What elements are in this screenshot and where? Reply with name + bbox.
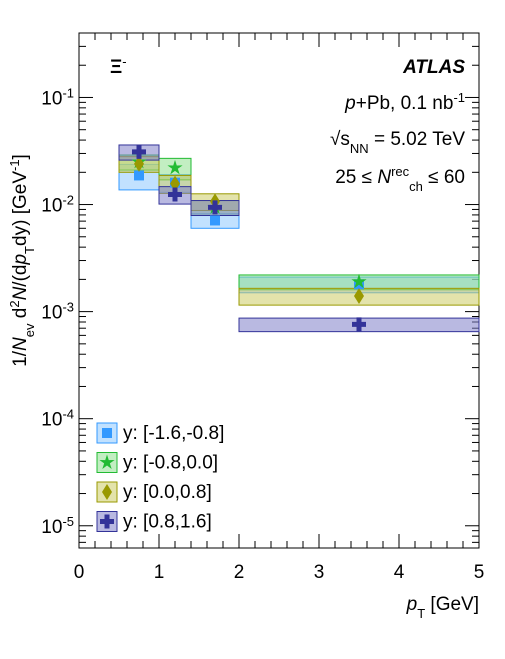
legend-marker (100, 514, 114, 529)
text-segment: ] (10, 154, 31, 159)
text-segment: T (417, 606, 425, 621)
x-tick-label: 1 (154, 562, 165, 583)
x-tick-label: 4 (394, 562, 405, 583)
text-segment: N (10, 286, 31, 300)
marker (134, 170, 144, 181)
marker (210, 215, 220, 226)
text-segment: d (10, 308, 31, 324)
text-segment: Ξ (110, 57, 122, 78)
text-segment: - (122, 54, 126, 69)
legend-label: y: [-1.6,-0.8] (123, 423, 224, 444)
legend-marker (99, 454, 115, 469)
annotation: p+Pb, 0.1 nb-1 (344, 90, 465, 115)
y-axis-label: 1/Nev d2N/(dpTdy) [GeV-1] (7, 154, 37, 367)
y-tick-label: 10-5 (41, 513, 74, 538)
text-segment: ch (409, 179, 423, 194)
tick-exponent: -3 (62, 299, 74, 314)
marker (351, 273, 367, 289)
y-tick-label: 10-1 (41, 85, 74, 110)
text-segment: N (10, 337, 31, 351)
tick-base: 10 (41, 517, 62, 538)
text-segment: T (22, 246, 37, 254)
y-tick-label: 10-4 (41, 406, 74, 431)
text-segment: 25 ≤ (335, 167, 377, 188)
legend-label: y: [0.8,1.6] (123, 512, 212, 533)
text-segment: ev (22, 323, 37, 337)
marker (168, 187, 182, 202)
tick-base: 10 (41, 410, 62, 431)
text-segment: = 5.02 TeV (369, 129, 466, 150)
annotation: √sNN = 5.02 TeV (330, 129, 465, 156)
legend-marker (102, 428, 112, 438)
annotation: ATLAS (402, 57, 465, 78)
marker (134, 155, 144, 172)
text-segment: 1/ (10, 350, 31, 367)
marker (132, 144, 146, 159)
tick-exponent: -5 (62, 513, 74, 528)
tick-exponent: -2 (62, 192, 74, 207)
text-segment: +Pb, 0.1 nb (356, 93, 454, 114)
x-tick-label: 5 (474, 562, 485, 583)
marker (167, 159, 183, 175)
legend-label: y: [0.0,0.8] (123, 482, 212, 503)
legend-marker (102, 484, 112, 500)
x-axis-label: pT [GeV] (406, 594, 479, 621)
text-segment: -1 (453, 90, 465, 105)
marker (208, 200, 222, 215)
text-segment: /(d (10, 265, 31, 287)
tick-base: 10 (41, 196, 62, 217)
text-segment: p (344, 93, 356, 114)
text-segment: p (10, 254, 31, 266)
text-segment: p (406, 594, 418, 615)
annotation: 25 ≤ Nrecch ≤ 60 (335, 164, 465, 194)
x-tick-label: 0 (74, 562, 85, 583)
tick-base: 10 (41, 88, 62, 109)
text-segment: ≤ 60 (423, 167, 465, 188)
marker (352, 317, 366, 332)
text-segment: N (377, 167, 391, 188)
text-segment: ATLAS (402, 57, 465, 78)
tick-exponent: -1 (62, 85, 74, 100)
text-segment: rec (391, 164, 410, 179)
annotation: Ξ- (110, 54, 127, 79)
tick-exponent: -4 (62, 406, 74, 421)
x-tick-label: 2 (234, 562, 245, 583)
tick-base: 10 (41, 303, 62, 324)
text-segment: 2 (7, 300, 22, 307)
text-segment: dy) [GeV (10, 171, 31, 246)
legend-label: y: [-0.8,0.0] (123, 453, 218, 474)
x-tick-label: 3 (314, 562, 325, 583)
text-segment: -1 (7, 159, 22, 171)
marker (354, 287, 364, 304)
text-segment: √s (330, 129, 350, 150)
y-tick-label: 10-2 (41, 192, 74, 217)
text-segment: [GeV] (425, 594, 479, 615)
text-segment: NN (350, 141, 369, 156)
y-tick-label: 10-3 (41, 299, 74, 324)
